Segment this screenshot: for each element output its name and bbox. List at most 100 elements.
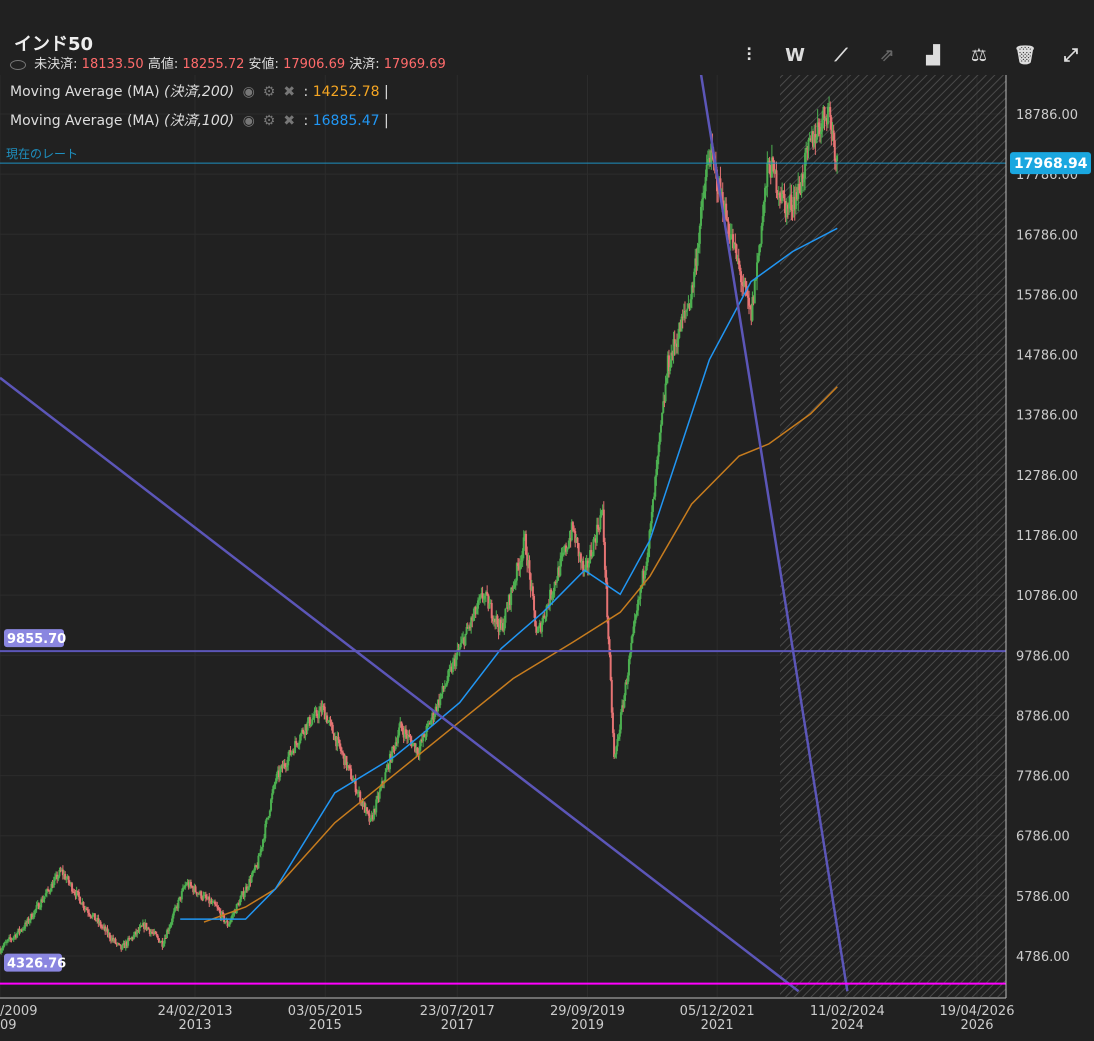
candle-body <box>123 942 126 949</box>
candle-body <box>181 887 184 892</box>
candle-body <box>773 161 776 174</box>
candle-body <box>584 564 587 571</box>
candle-body <box>798 183 801 191</box>
candle-body <box>312 718 315 720</box>
eye-icon[interactable]: ◉ <box>242 84 255 100</box>
trash-icon[interactable]: 🗑 <box>1013 44 1037 66</box>
candle-body <box>367 811 370 814</box>
candle-body <box>196 893 199 895</box>
candle-body <box>149 931 152 935</box>
candle-body <box>65 878 68 880</box>
candle-body <box>479 595 482 600</box>
close-icon[interactable]: ✖ <box>283 113 296 129</box>
candle-body <box>298 740 301 745</box>
candle-body <box>562 552 565 554</box>
candle-body <box>519 562 522 570</box>
candle-body <box>289 750 292 755</box>
candle-body <box>60 869 63 871</box>
y-tick-label: 7786.00 <box>1016 770 1070 785</box>
gear-icon[interactable]: ⚙ <box>262 113 276 129</box>
candle-body <box>229 918 232 922</box>
candle-body <box>81 902 84 905</box>
candle-body <box>364 807 367 813</box>
candle-body <box>232 914 235 916</box>
candle-body <box>831 130 834 134</box>
ohlc-readout: 未決済: 18133.50 高値: 18255.72 安値: 17906.69 … <box>10 53 446 72</box>
candle-body <box>594 538 597 543</box>
candle-body <box>656 456 659 470</box>
line-tool-icon[interactable]: ⟋ <box>834 44 848 66</box>
candle-body <box>768 160 771 174</box>
timeframe-button[interactable]: W <box>785 44 805 66</box>
candle-body <box>821 118 824 132</box>
candle-body <box>442 686 445 689</box>
eye-icon[interactable] <box>10 59 26 70</box>
candle-body <box>27 918 30 923</box>
candle-body <box>23 928 26 930</box>
fib-icon[interactable]: ⇗ <box>879 44 895 66</box>
candle-body <box>21 928 24 931</box>
gear-icon[interactable]: ⚙ <box>262 84 276 100</box>
candle-body <box>673 339 676 347</box>
candle-body <box>680 316 683 332</box>
candle-body <box>184 884 187 888</box>
candles-icon[interactable]: ⫶ <box>746 44 752 66</box>
candle-body <box>236 903 239 905</box>
candle-body <box>732 234 735 249</box>
candle-body <box>631 634 634 643</box>
level-badge <box>4 629 64 648</box>
candle-body <box>372 808 375 820</box>
candle-body <box>28 920 31 923</box>
candle-body <box>114 938 117 944</box>
candle-body <box>784 201 787 218</box>
candle-body <box>663 401 666 403</box>
candle-body <box>635 610 638 615</box>
candle-body <box>657 444 660 457</box>
candle-body <box>89 914 92 917</box>
y-tick-label: 12786.00 <box>1016 469 1078 484</box>
candle-body <box>66 876 69 879</box>
candle-body <box>247 887 250 890</box>
eye-icon[interactable]: ◉ <box>242 113 255 129</box>
candle-body <box>326 715 329 723</box>
candle-body <box>477 600 480 609</box>
candle-body <box>671 352 674 356</box>
candle-body <box>311 719 314 725</box>
close-icon[interactable]: ✖ <box>283 84 296 100</box>
candle-body <box>315 710 318 717</box>
candle-body <box>616 739 619 747</box>
candle-body <box>67 876 70 883</box>
candle-body <box>730 234 733 236</box>
candle-body <box>520 560 523 563</box>
candle-body <box>526 554 529 566</box>
scale-icon[interactable]: ⚖ <box>970 44 988 66</box>
fullscreen-icon[interactable]: ⤢ <box>1063 44 1079 66</box>
candle-body <box>574 531 577 543</box>
candle-body <box>72 891 75 893</box>
candle-body <box>646 557 649 567</box>
candle-body <box>529 573 532 590</box>
candle-body <box>257 855 260 869</box>
candle-body <box>276 770 279 775</box>
candle-body <box>717 191 720 194</box>
candle-body <box>726 219 729 222</box>
candle-body <box>571 522 574 530</box>
close-value: 17969.69 <box>383 57 446 72</box>
candle-body <box>107 933 110 935</box>
candle-body <box>382 781 385 784</box>
candle-body <box>304 724 307 735</box>
level-label: 9855.70 <box>7 632 66 647</box>
candle-body <box>513 582 516 588</box>
candle-body <box>145 922 148 930</box>
candle-body <box>528 560 531 574</box>
x-tick-date: 11/02/2024 <box>810 1004 885 1019</box>
candle-body <box>34 909 37 911</box>
candle-body <box>546 604 549 606</box>
candle-body <box>765 186 768 188</box>
bars-icon[interactable]: ▟ <box>926 44 940 66</box>
candle-body <box>455 655 458 667</box>
candle-body <box>50 883 53 892</box>
candle-body <box>597 524 600 530</box>
candle-body <box>98 921 101 924</box>
